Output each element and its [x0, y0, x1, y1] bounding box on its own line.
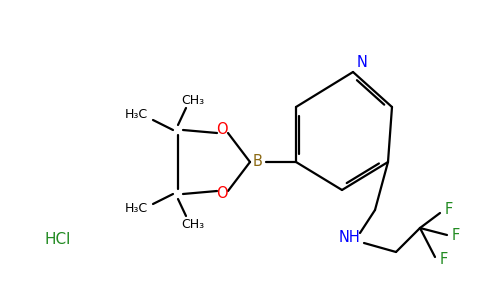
- Text: F: F: [452, 227, 460, 242]
- Text: O: O: [216, 187, 228, 202]
- Text: CH₃: CH₃: [182, 218, 205, 230]
- Text: F: F: [445, 202, 453, 217]
- Text: NH: NH: [339, 230, 361, 245]
- Text: O: O: [216, 122, 228, 137]
- Text: N: N: [357, 55, 368, 70]
- Text: B: B: [253, 154, 263, 169]
- Text: H₃C: H₃C: [124, 109, 148, 122]
- Text: CH₃: CH₃: [182, 94, 205, 106]
- Text: F: F: [440, 253, 448, 268]
- Text: H₃C: H₃C: [124, 202, 148, 215]
- Text: HCl: HCl: [45, 232, 71, 247]
